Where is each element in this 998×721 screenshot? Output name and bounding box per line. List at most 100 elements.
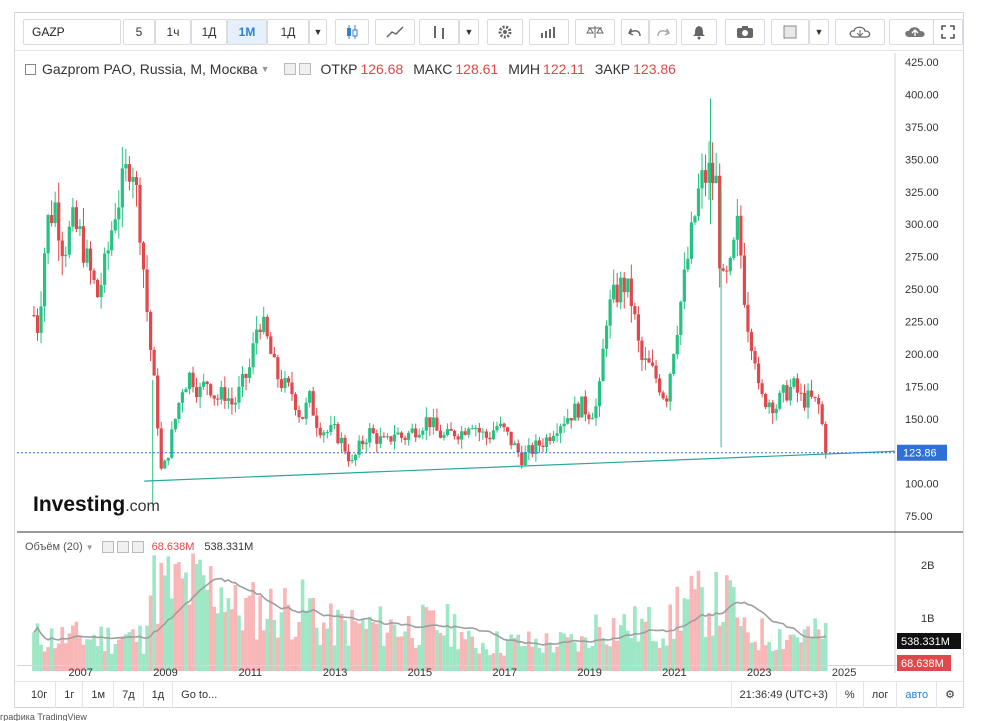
volume-bar — [428, 610, 432, 671]
candle-body — [544, 437, 549, 447]
camera-icon[interactable] — [725, 19, 765, 45]
volume-bar — [682, 598, 687, 671]
collapse-icon[interactable] — [25, 63, 36, 75]
scales-icon[interactable] — [575, 19, 615, 45]
interval-1h-button[interactable]: 1ч — [155, 19, 191, 45]
volume-bar — [544, 633, 549, 671]
candle-body — [643, 358, 648, 361]
auto-toggle[interactable]: авто — [897, 681, 938, 708]
volume-bar — [481, 642, 485, 671]
candle-body — [149, 312, 153, 350]
color-box-icon[interactable] — [771, 19, 809, 45]
volume-bar — [746, 632, 750, 671]
candle-body — [407, 432, 411, 440]
candle-body — [431, 417, 435, 428]
candle-body — [53, 202, 57, 224]
candle-body — [237, 386, 241, 403]
volume-bar — [35, 623, 40, 671]
gear-icon[interactable] — [487, 19, 523, 45]
volume-settings-icon[interactable] — [116, 541, 129, 553]
bars-icon[interactable] — [419, 19, 459, 45]
candle-body — [509, 431, 513, 446]
volume-visibility-icon[interactable] — [101, 541, 114, 553]
candle-body — [131, 177, 135, 182]
candle-body — [74, 207, 78, 230]
volume-bar — [56, 643, 61, 671]
chart-type-chevron-icon[interactable]: ▼ — [459, 19, 479, 45]
volume-pane[interactable]: 1B 2B 538.331M 68.638M Объём (20) ▼ 68.638M… — [17, 533, 963, 673]
candle-body — [57, 202, 61, 241]
volume-close-icon[interactable] — [131, 541, 144, 553]
volume-bar — [364, 628, 369, 671]
candles-icon[interactable] — [335, 19, 369, 45]
candle-body — [233, 402, 238, 405]
candle-body — [788, 386, 792, 401]
interval-1d-button[interactable]: 1Д — [191, 19, 227, 45]
range-10y-button[interactable]: 10г — [15, 681, 57, 708]
volume-bar — [293, 636, 298, 671]
candle-body — [357, 440, 361, 455]
range-1d-button[interactable]: 1д — [144, 681, 174, 708]
candle-body — [718, 175, 722, 269]
interval-1m-button[interactable]: 1М — [227, 19, 267, 45]
volume-bar — [580, 636, 584, 671]
interval-dropdown-button[interactable]: 1Д — [267, 19, 309, 45]
volume-bar — [385, 632, 390, 671]
candle-body — [145, 269, 149, 313]
legend-chevron-icon[interactable]: ▼ — [260, 64, 270, 74]
interval-chevron-icon[interactable]: ▼ — [309, 19, 327, 45]
volume-ma-value: 538.331M — [204, 541, 254, 553]
color-chevron-icon[interactable]: ▼ — [809, 19, 829, 45]
range-1y-button[interactable]: 1г — [56, 681, 84, 708]
volume-bar — [134, 642, 139, 671]
candle-body — [173, 418, 177, 430]
fullscreen-icon[interactable] — [933, 19, 963, 45]
volume-bar — [120, 636, 125, 671]
goto-button[interactable]: Go to... — [181, 688, 218, 701]
candle-body — [389, 436, 393, 442]
candle-body — [272, 353, 276, 358]
volume-chevron-icon[interactable]: ▼ — [85, 542, 94, 552]
price-chart-svg[interactable]: 75.00100.00125.00150.00175.00200.00225.0… — [17, 53, 963, 533]
candle-body — [647, 358, 651, 363]
candle-body — [361, 440, 365, 445]
settings-small-icon[interactable] — [298, 63, 311, 75]
price-tick-label: 325.00 — [905, 187, 939, 199]
interval-5-button[interactable]: 5 — [123, 19, 155, 45]
volume-bar — [569, 634, 574, 671]
price-tick-label: 400.00 — [905, 90, 939, 102]
time-axis: 2007 2009 2011 2013 2015 2017 2019 2021 2023 2025 — [17, 665, 897, 681]
candle-body — [449, 429, 453, 431]
candle-body — [682, 269, 686, 302]
candle-body — [368, 428, 372, 443]
volume-bar — [463, 639, 467, 671]
candle-body — [279, 379, 283, 389]
redo-icon[interactable] — [649, 19, 677, 45]
candle-body — [792, 378, 796, 387]
settings-gear-icon[interactable]: ⚙ — [945, 688, 955, 701]
price-pane[interactable]: 75.00100.00125.00150.00175.00200.00225.0… — [17, 53, 963, 533]
alert-icon[interactable] — [681, 19, 717, 45]
cloud-download-icon[interactable] — [835, 19, 885, 45]
candle-body — [265, 316, 269, 337]
volume-bar — [357, 623, 361, 671]
indicators-icon[interactable] — [529, 19, 569, 45]
volume-chart-svg[interactable]: 1B 2B 538.331M 68.638M — [17, 533, 963, 673]
volume-legend: Объём (20) ▼ 68.638M 538.331M — [25, 541, 253, 553]
volume-bar — [230, 609, 234, 671]
symbol-field[interactable]: GAZP — [23, 19, 121, 45]
volume-bar — [820, 638, 824, 671]
volume-bar — [823, 623, 828, 671]
volume-bar — [219, 587, 224, 671]
range-1m-button[interactable]: 1м — [83, 681, 115, 708]
candle-body — [336, 424, 340, 444]
volume-bar — [760, 618, 764, 671]
percent-toggle[interactable]: % — [837, 681, 864, 708]
undo-icon[interactable] — [621, 19, 649, 45]
line-chart-icon[interactable] — [375, 19, 415, 45]
range-7d-button[interactable]: 7д — [114, 681, 144, 708]
volume-bar — [597, 627, 602, 671]
log-toggle[interactable]: лог — [864, 681, 898, 708]
candle-body — [64, 254, 68, 257]
visibility-icon[interactable] — [283, 63, 296, 75]
